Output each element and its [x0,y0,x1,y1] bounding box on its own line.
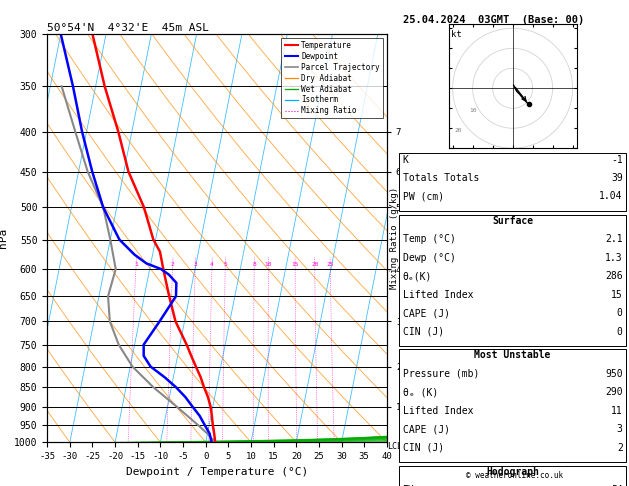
Legend: Temperature, Dewpoint, Parcel Trajectory, Dry Adiabat, Wet Adiabat, Isotherm, Mi: Temperature, Dewpoint, Parcel Trajectory… [281,38,383,119]
Text: 286: 286 [605,271,623,281]
Text: θₑ(K): θₑ(K) [403,271,432,281]
Text: 11: 11 [611,406,623,416]
Text: CIN (J): CIN (J) [403,443,443,453]
Text: LCL: LCL [387,442,403,451]
Text: Lifted Index: Lifted Index [403,406,473,416]
Text: Pressure (mb): Pressure (mb) [403,369,479,379]
Text: 1.04: 1.04 [599,191,623,202]
Text: 5: 5 [223,262,227,267]
Y-axis label: km
ASL: km ASL [404,229,426,247]
Text: 10: 10 [265,262,272,267]
Text: Temp (°C): Temp (°C) [403,234,455,244]
Text: 50°54'N  4°32'E  45m ASL: 50°54'N 4°32'E 45m ASL [47,23,209,33]
Text: Hodograph: Hodograph [486,467,539,477]
Text: Surface: Surface [492,216,533,226]
Text: 15: 15 [611,290,623,300]
Text: Dewp (°C): Dewp (°C) [403,253,455,263]
Text: K: K [403,155,408,165]
Text: 8: 8 [252,262,256,267]
X-axis label: Dewpoint / Temperature (°C): Dewpoint / Temperature (°C) [126,467,308,477]
Text: 39: 39 [611,173,623,183]
Text: 1: 1 [134,262,138,267]
Y-axis label: hPa: hPa [0,228,8,248]
Text: 2: 2 [170,262,174,267]
Text: 15: 15 [291,262,299,267]
Text: 2: 2 [617,443,623,453]
Text: 4: 4 [210,262,214,267]
Text: © weatheronline.co.uk: © weatheronline.co.uk [465,471,563,480]
Text: 2.1: 2.1 [605,234,623,244]
Text: Totals Totals: Totals Totals [403,173,479,183]
Text: 3: 3 [193,262,197,267]
Text: 25.04.2024  03GMT  (Base: 00): 25.04.2024 03GMT (Base: 00) [403,15,584,25]
Text: 54: 54 [611,485,623,486]
Text: θₑ (K): θₑ (K) [403,387,438,398]
Text: 10: 10 [469,108,476,113]
Text: 20: 20 [455,128,462,133]
Text: Mixing Ratio (g/kg): Mixing Ratio (g/kg) [390,187,399,289]
Text: Most Unstable: Most Unstable [474,350,551,361]
Text: 950: 950 [605,369,623,379]
Text: 0: 0 [617,308,623,318]
Text: CAPE (J): CAPE (J) [403,308,450,318]
Text: EH: EH [403,485,415,486]
Text: Lifted Index: Lifted Index [403,290,473,300]
Text: CIN (J): CIN (J) [403,327,443,337]
Text: 0: 0 [617,327,623,337]
Text: 3: 3 [617,424,623,434]
Text: -1: -1 [611,155,623,165]
Text: CAPE (J): CAPE (J) [403,424,450,434]
Text: PW (cm): PW (cm) [403,191,443,202]
Text: 1.3: 1.3 [605,253,623,263]
Text: 20: 20 [311,262,318,267]
Text: 290: 290 [605,387,623,398]
Text: 25: 25 [326,262,334,267]
Text: kt: kt [450,30,462,39]
